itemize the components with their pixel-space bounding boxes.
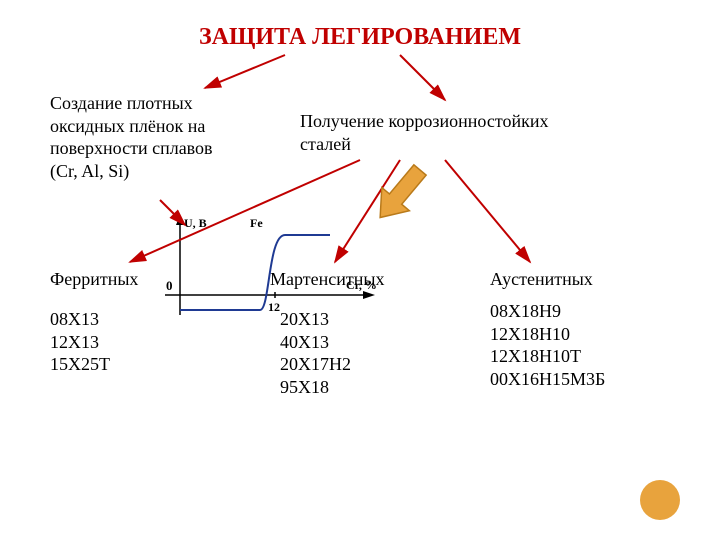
arrow-right-to-austenitic xyxy=(445,160,530,262)
branch-left-text: Создание плотных оксидных плёнок на пове… xyxy=(50,92,270,182)
chart-x-label: Cr, % xyxy=(346,278,377,292)
arrow-title-to-right xyxy=(400,55,445,100)
category-austenitic: Аустенитных xyxy=(490,268,593,291)
list-austenitic: 08Х18Н9 12Х18Н10 12Х18Н10Т 00Х16Н15М3Б xyxy=(490,300,605,390)
category-ferritic: Ферритных xyxy=(50,268,138,291)
page-title: ЗАЩИТА ЛЕГИРОВАНИЕМ xyxy=(0,24,720,51)
slide-decorative-dot xyxy=(640,480,680,520)
chart-y-label: U, B xyxy=(184,216,207,230)
branch-right-text: Получение коррозионностойких сталей xyxy=(300,110,620,155)
arrow-title-to-left xyxy=(205,55,285,88)
chart-zero-label: 0 xyxy=(166,278,173,293)
list-ferritic: 08Х13 12Х13 15Х25Т xyxy=(50,308,110,376)
chart-top-label: Fe xyxy=(250,216,263,230)
chart-x-tick: 12 xyxy=(268,300,280,314)
potential-vs-cr-chart: U, B Fe 0 12 Cr, % xyxy=(150,215,380,335)
